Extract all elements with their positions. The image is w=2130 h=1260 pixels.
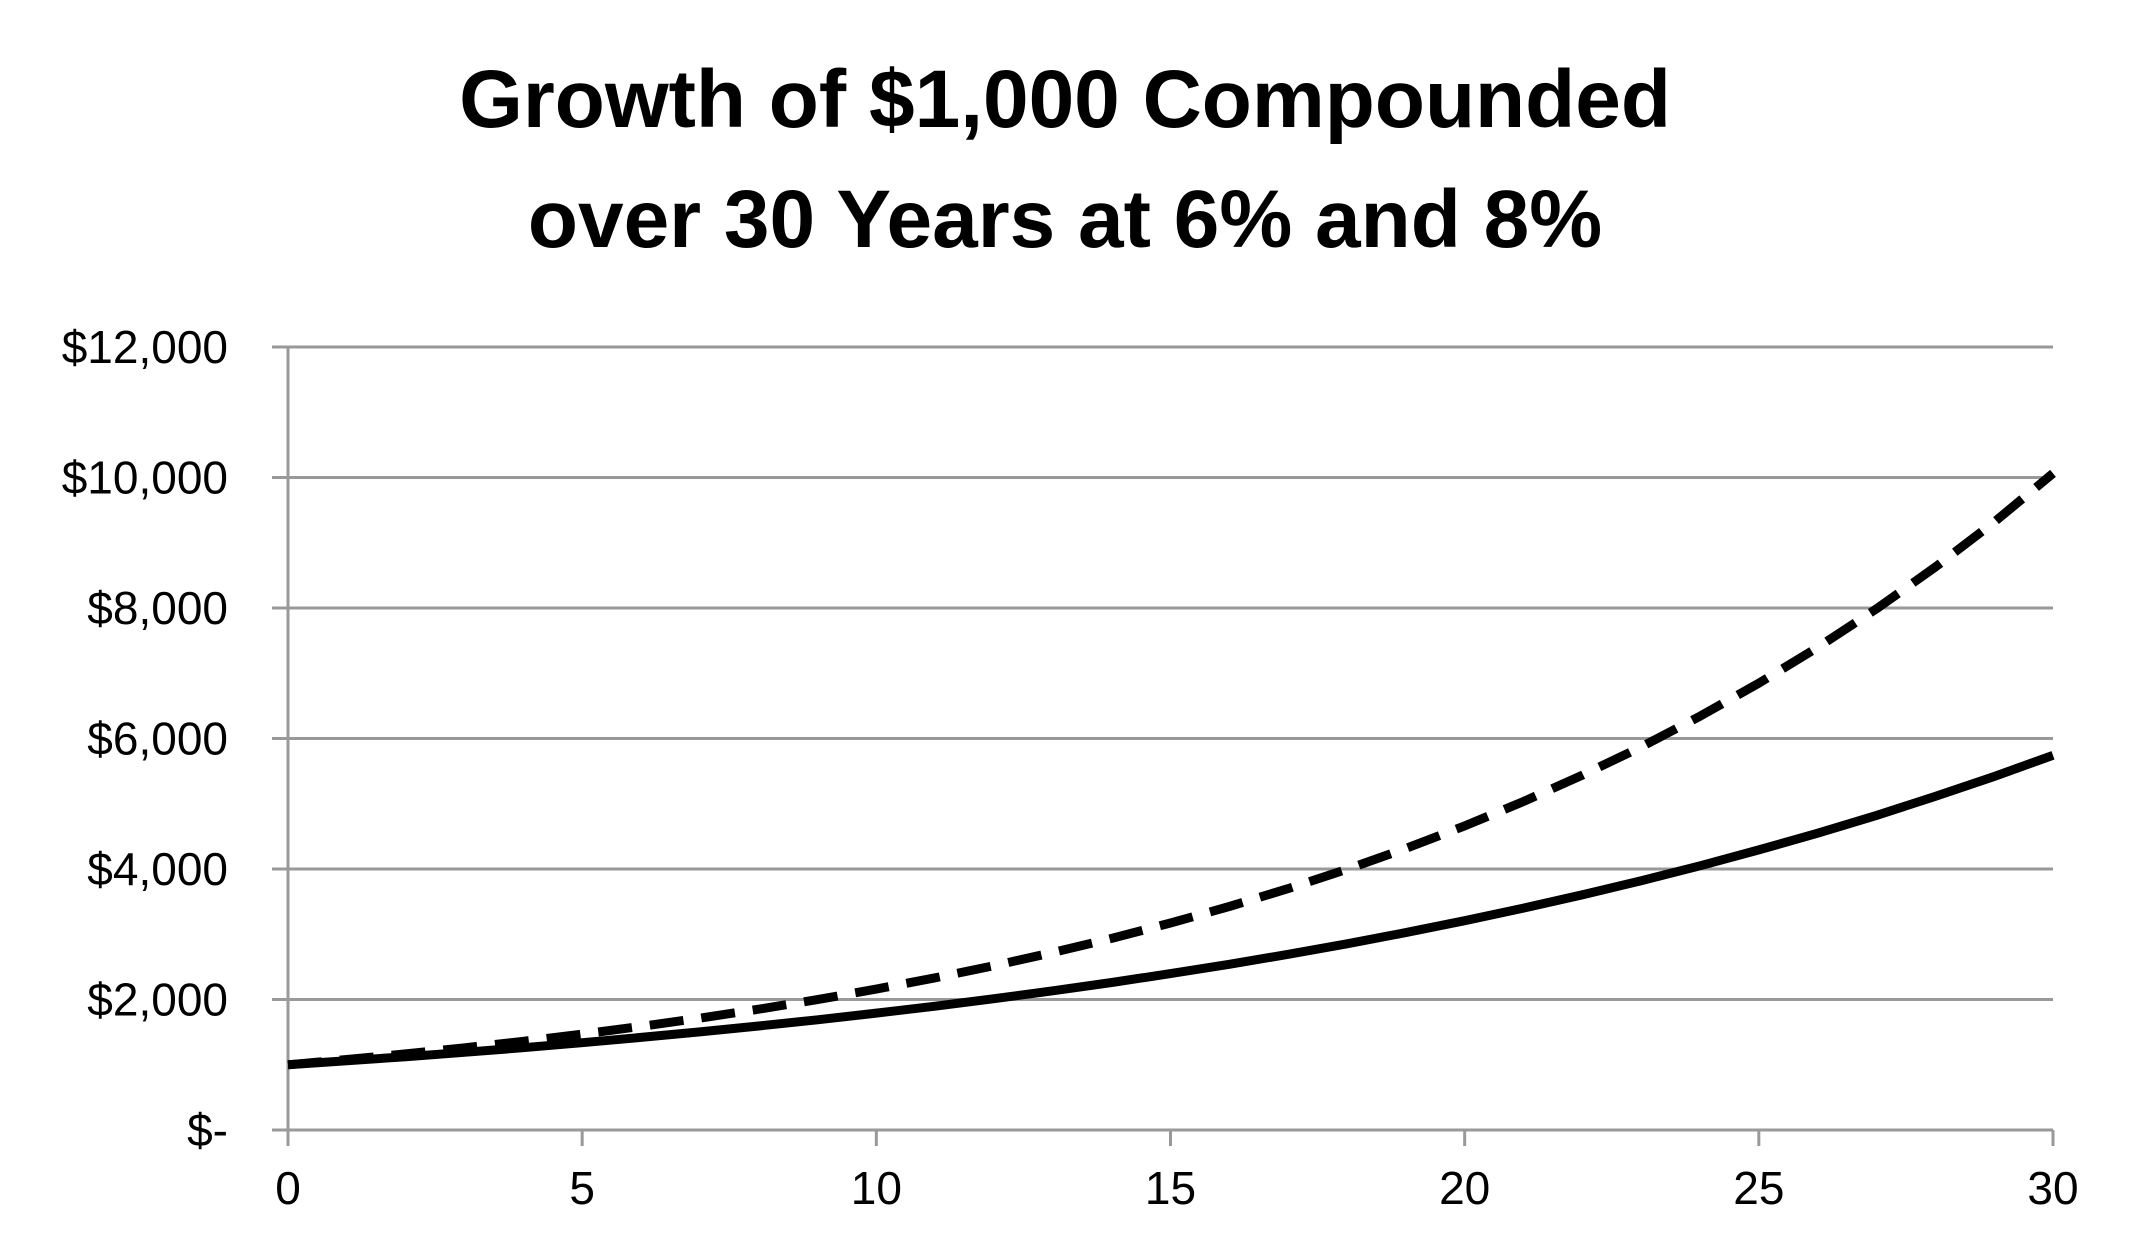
series-line-solid <box>287 751 2055 1070</box>
series-line-dashed <box>287 469 2056 1070</box>
x-tick-label-2: 10 <box>851 1162 902 1214</box>
y-tick-label-3: $6,000 <box>87 713 228 765</box>
x-tick-label-3: 15 <box>1145 1162 1196 1214</box>
x-tick-label-4: 20 <box>1439 1162 1490 1214</box>
x-tick-label-5: 25 <box>1733 1162 1784 1214</box>
y-tick-label-5: $10,000 <box>62 452 228 504</box>
chart-title: Growth of $1,000 Compounded over 30 Year… <box>0 40 2130 280</box>
x-tick-label-0: 0 <box>275 1162 301 1214</box>
chart-title-line-1: Growth of $1,000 Compounded <box>459 54 1671 145</box>
y-tick-label-4: $8,000 <box>87 582 228 634</box>
chart-title-line-2: over 30 Years at 6% and 8% <box>527 174 1603 265</box>
x-tick-label-1: 5 <box>569 1162 595 1214</box>
y-tick-label-0: $- <box>187 1104 228 1156</box>
y-tick-label-1: $2,000 <box>87 974 228 1026</box>
x-tick-label-6: 30 <box>2027 1162 2078 1214</box>
y-tick-label-6: $12,000 <box>62 321 228 373</box>
y-tick-label-2: $4,000 <box>87 843 228 895</box>
